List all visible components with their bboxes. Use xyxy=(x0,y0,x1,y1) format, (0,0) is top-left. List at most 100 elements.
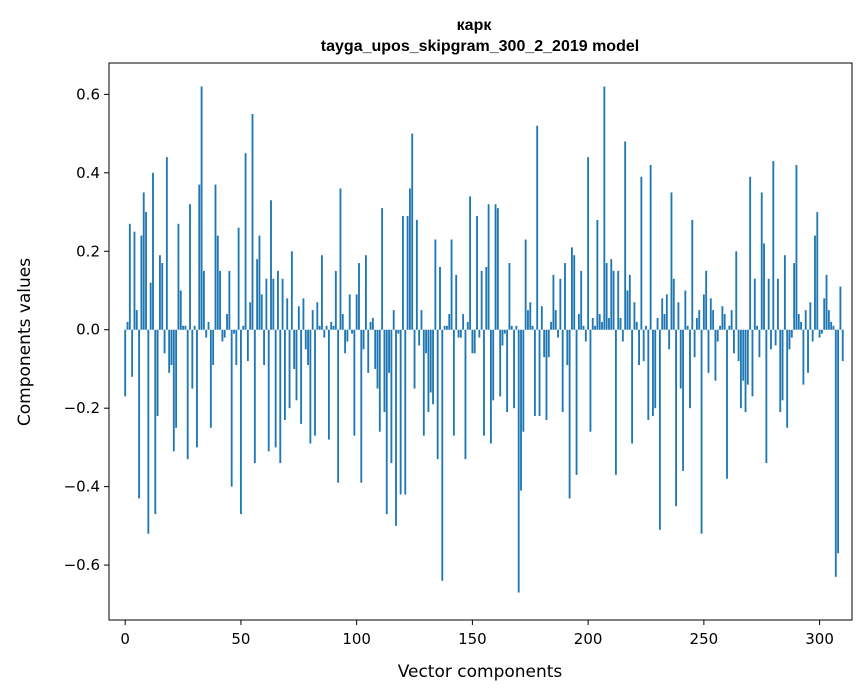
bar xyxy=(450,239,453,330)
bar xyxy=(550,321,553,330)
bar xyxy=(536,125,539,330)
plot-frame xyxy=(108,62,853,621)
bar xyxy=(469,196,472,330)
bar xyxy=(205,329,208,338)
bar xyxy=(279,329,282,464)
bar xyxy=(480,270,483,330)
bar xyxy=(818,329,821,338)
bar xyxy=(432,329,434,405)
bar xyxy=(274,329,277,448)
bar xyxy=(770,329,772,350)
bar xyxy=(397,329,400,334)
bar xyxy=(202,270,205,330)
bar xyxy=(242,325,245,330)
bar xyxy=(733,329,735,354)
bar xyxy=(358,263,360,330)
bar xyxy=(172,329,175,452)
x-tick-label: 50 xyxy=(231,630,250,648)
y-tick-label: 0.4 xyxy=(76,164,100,182)
bar xyxy=(714,329,717,381)
bar xyxy=(145,212,147,330)
bar xyxy=(369,321,372,330)
bar xyxy=(378,329,381,432)
bar xyxy=(179,290,182,330)
bar xyxy=(429,329,432,393)
bar xyxy=(348,294,351,330)
y-tick-label: −0.2 xyxy=(64,399,100,417)
bar xyxy=(198,184,201,330)
bar xyxy=(721,306,724,330)
bar xyxy=(841,329,844,362)
bar xyxy=(290,251,293,330)
bar xyxy=(448,314,451,330)
bar xyxy=(547,329,550,358)
bar xyxy=(709,298,712,330)
bar xyxy=(751,329,754,397)
bar xyxy=(559,278,562,330)
bar xyxy=(726,329,728,479)
bar xyxy=(135,310,138,330)
bar xyxy=(795,164,798,330)
bar xyxy=(730,310,733,330)
bar xyxy=(707,329,710,373)
bar xyxy=(573,255,576,330)
bar xyxy=(684,290,687,330)
bar xyxy=(223,329,226,338)
bar xyxy=(617,270,620,330)
bar xyxy=(200,86,203,330)
bar xyxy=(133,231,136,330)
bar xyxy=(763,243,765,330)
bar xyxy=(270,200,272,330)
y-axis-label: Components values xyxy=(15,258,35,426)
bar xyxy=(390,329,393,464)
bar xyxy=(489,329,492,444)
bar xyxy=(797,314,800,330)
bar xyxy=(404,329,407,495)
bar xyxy=(628,274,631,330)
bar xyxy=(165,157,168,330)
bar xyxy=(147,329,150,534)
bar xyxy=(635,321,638,330)
bar xyxy=(788,329,791,350)
bar xyxy=(362,329,365,350)
bar xyxy=(603,86,606,330)
bar xyxy=(612,270,615,330)
bar xyxy=(408,188,411,330)
bar xyxy=(124,329,127,397)
bar xyxy=(267,329,270,452)
bar xyxy=(494,204,497,330)
bar xyxy=(614,329,617,475)
bar xyxy=(679,329,682,389)
bar xyxy=(496,208,499,330)
bar xyxy=(216,235,219,330)
bar xyxy=(219,270,222,330)
bar xyxy=(193,325,196,330)
bar xyxy=(161,263,164,330)
bar xyxy=(182,325,184,330)
bar xyxy=(311,310,314,330)
bar xyxy=(233,329,235,334)
bar xyxy=(621,329,624,342)
bar xyxy=(256,259,259,330)
bar xyxy=(244,153,247,330)
y-axis-ticks: −0.6 −0.4 −0.2 0.0 0.2 0.4 0.6 xyxy=(64,85,109,574)
bar xyxy=(739,329,742,409)
bar xyxy=(742,329,745,381)
bar xyxy=(540,306,543,330)
bar xyxy=(476,215,478,330)
bar xyxy=(142,192,145,330)
bar xyxy=(695,317,698,330)
bar xyxy=(240,329,242,515)
bar xyxy=(508,263,511,330)
bar xyxy=(564,263,566,330)
bar xyxy=(804,310,807,330)
bar xyxy=(582,325,585,330)
bar xyxy=(420,310,423,330)
bar xyxy=(152,172,154,330)
bar xyxy=(246,329,249,362)
bar xyxy=(212,329,215,366)
bar xyxy=(793,263,796,330)
bar xyxy=(209,329,212,428)
bar xyxy=(258,235,261,330)
